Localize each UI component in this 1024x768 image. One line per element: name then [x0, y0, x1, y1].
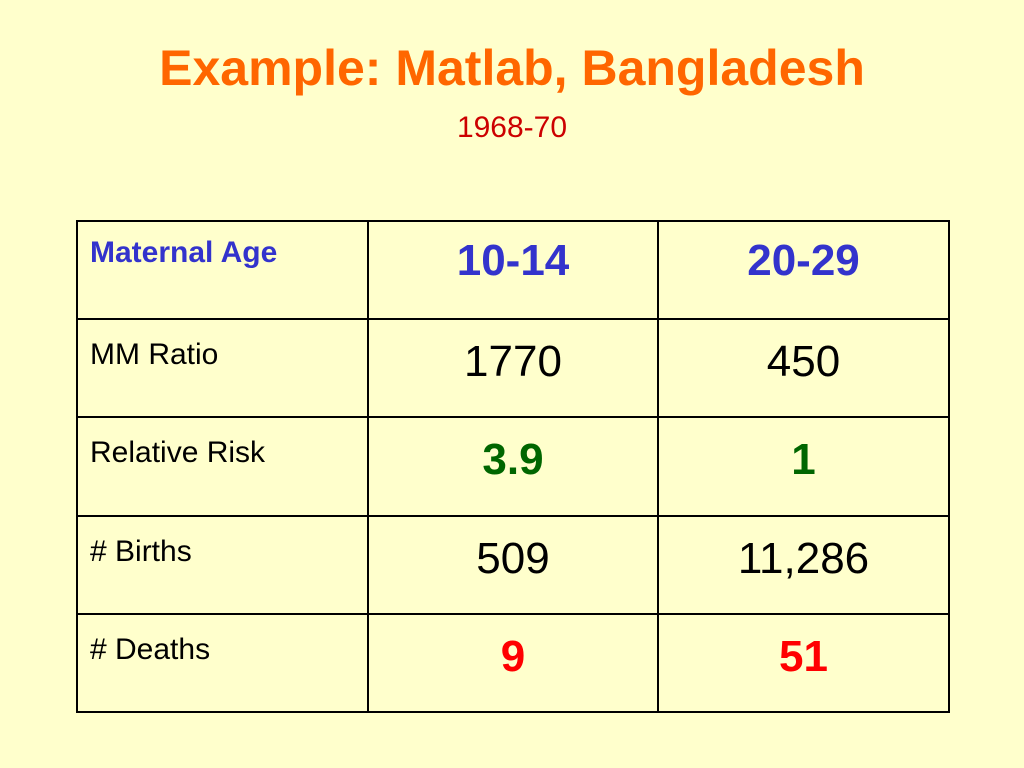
cell-value: 3.9	[367, 416, 659, 517]
row-label: Relative Risk	[76, 416, 369, 517]
cell-value: 51	[657, 612, 950, 714]
cell-value: 11,286	[657, 514, 950, 615]
table-row-births: # Births 509 11,286	[76, 514, 950, 615]
slide-subtitle: 1968-70	[456, 111, 568, 144]
data-table: Maternal Age 10-14 20-29 MM Ratio 1770 4…	[76, 219, 950, 714]
header-label-maternal-age: Maternal Age	[76, 219, 369, 321]
row-label: MM Ratio	[76, 318, 369, 419]
row-label: # Deaths	[76, 612, 369, 714]
header-age-10-14: 10-14	[367, 219, 659, 321]
table-row-mm-ratio: MM Ratio 1770 450	[76, 318, 950, 419]
slide-title: Example: Matlab, Bangladesh	[159, 40, 865, 96]
table-row-deaths: # Deaths 9 51	[76, 612, 950, 714]
table-header-row: Maternal Age 10-14 20-29	[76, 219, 950, 321]
cell-value: 509	[367, 514, 659, 615]
cell-value: 450	[657, 318, 950, 419]
table-row-relative-risk: Relative Risk 3.9 1	[76, 416, 950, 517]
header-age-20-29: 20-29	[657, 219, 950, 321]
cell-value: 1	[657, 416, 950, 517]
row-label: # Births	[76, 514, 369, 615]
cell-value: 9	[367, 612, 659, 714]
cell-value: 1770	[367, 318, 659, 419]
